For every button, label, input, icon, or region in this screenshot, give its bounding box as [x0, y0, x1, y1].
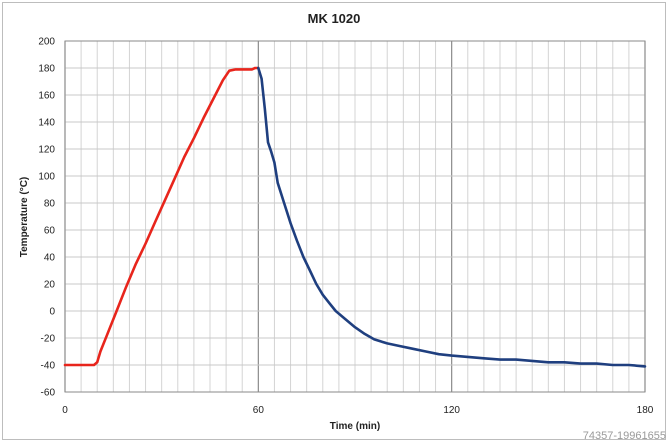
- y-tick-label: 160: [38, 91, 55, 102]
- x-tick-labels: 0 60 120 180: [62, 405, 654, 416]
- line-chart: -60 -40 -20 0 20 40 60 80 100 120 140 160 180 200 0 60…: [19, 11, 654, 432]
- y-axis-label: Temperature (°C): [19, 177, 30, 258]
- y-tick-label: -60: [41, 388, 56, 399]
- y-tick-label: 140: [38, 118, 55, 129]
- plot-border: [64, 40, 646, 393]
- chart-title: MK 1020: [308, 11, 361, 26]
- y-tick-label: 60: [44, 226, 56, 237]
- x-tick-label: 180: [637, 405, 654, 416]
- grid: [64, 40, 646, 393]
- series-lines: [63, 66, 647, 368]
- y-tick-label: 20: [44, 280, 56, 291]
- y-tick-label: 0: [49, 307, 55, 318]
- y-tick-label: 180: [38, 64, 55, 75]
- y-tick-label: -40: [41, 361, 56, 372]
- image-id-watermark: 74357-19961655: [582, 430, 666, 442]
- y-tick-label: -20: [41, 334, 56, 345]
- x-tick-label: 60: [253, 405, 265, 416]
- series-line-1: [63, 66, 260, 367]
- x-tick-label: 120: [443, 405, 460, 416]
- y-tick-label: 120: [38, 145, 55, 156]
- y-tick-label: 80: [44, 199, 56, 210]
- series-line-2: [257, 66, 647, 368]
- y-tick-label: 100: [38, 172, 55, 183]
- chart-frame: -60 -40 -20 0 20 40 60 80 100 120 140 160 180 200 0 60…: [2, 2, 666, 440]
- y-tick-label: 200: [38, 37, 55, 48]
- y-tick-labels: -60 -40 -20 0 20 40 60 80 100 120 140 160 180 200: [38, 37, 55, 399]
- y-tick-label: 40: [44, 253, 56, 264]
- x-axis-label: Time (min): [330, 421, 380, 432]
- x-tick-label: 0: [62, 405, 68, 416]
